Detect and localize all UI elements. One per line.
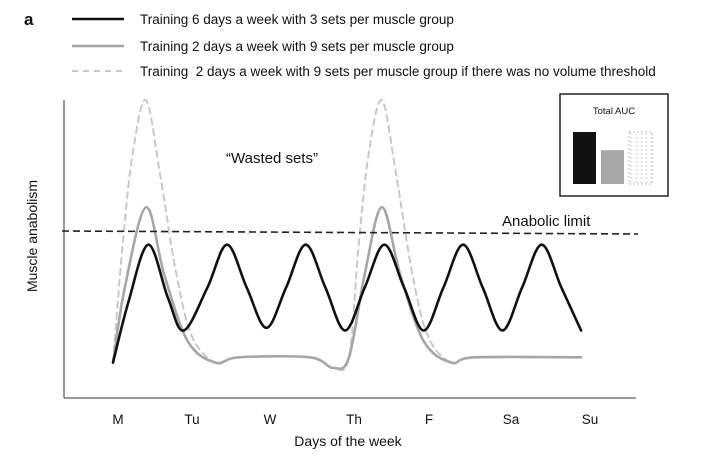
- x-tick-label: F: [425, 412, 433, 427]
- legend-label-six-day: Training 6 days a week with 3 sets per m…: [140, 12, 454, 27]
- legend-label-no-threshold: Training 2 days a week with 9 sets per m…: [140, 64, 656, 79]
- auc-bar-six-day: [573, 132, 596, 184]
- auc-inset-title: Total AUC: [593, 106, 635, 117]
- legend-label-two-day: Training 2 days a week with 9 sets per m…: [140, 39, 454, 54]
- x-tick-label: Th: [346, 412, 362, 427]
- anabolic-limit-line: [61, 230, 639, 235]
- x-tick-label: Su: [582, 412, 599, 427]
- auc-bar-no-threshold: [628, 131, 653, 185]
- wasted-sets-label: “Wasted sets”: [226, 150, 318, 167]
- panel-label: a: [24, 10, 34, 29]
- series-line-six-day: [111, 243, 583, 364]
- anabolic-limit-label: Anabolic limit: [502, 213, 591, 230]
- series-line-two-day: [111, 205, 583, 371]
- x-tick-label: Tu: [184, 412, 199, 427]
- legend: Training 6 days a week with 3 sets per m…: [72, 12, 656, 79]
- x-tick-label: W: [264, 412, 277, 427]
- series-layer: [111, 98, 583, 372]
- auc-inset: Total AUC: [559, 93, 669, 197]
- x-tick-labels: M Tu W Th F Sa Su: [112, 412, 598, 427]
- auc-bar-two-day: [601, 150, 624, 184]
- x-tick-label: Sa: [503, 412, 520, 427]
- y-axis-title: Muscle anabolism: [24, 180, 40, 292]
- x-axis-title: Days of the week: [294, 433, 402, 449]
- x-tick-label: M: [112, 412, 123, 427]
